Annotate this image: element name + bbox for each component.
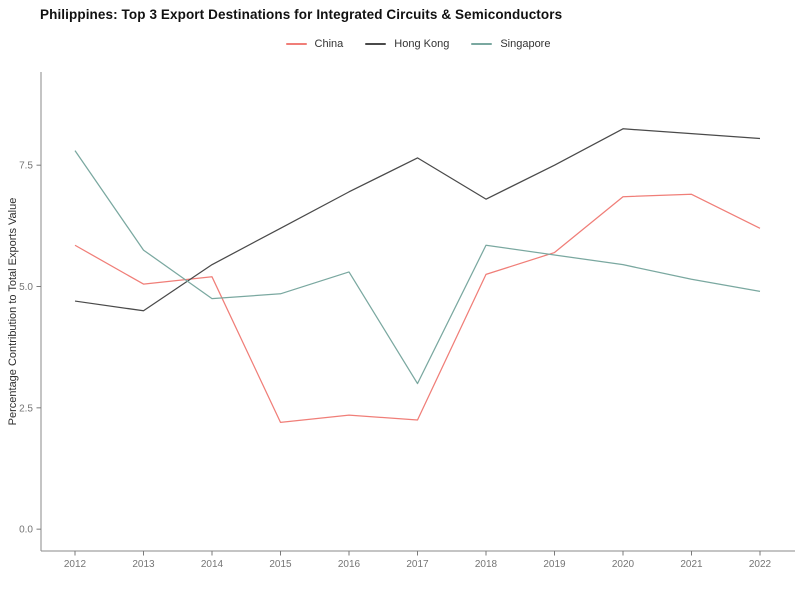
- x-tick-label: 2012: [64, 559, 87, 570]
- legend-label-china: China: [314, 38, 344, 50]
- legend: China Hong Kong Singapore: [41, 38, 795, 50]
- line-singapore: [74, 150, 761, 385]
- legend-line-swatch-singapore: [471, 43, 493, 45]
- legend-item-hong-kong: Hong Kong: [365, 38, 449, 50]
- x-tick-label: 2019: [543, 559, 566, 570]
- x-tick-label: 2017: [406, 559, 429, 570]
- x-tick-label: 2015: [269, 559, 292, 570]
- line-china: [74, 193, 761, 424]
- chart-title: Philippines: Top 3 Export Destinations f…: [40, 7, 563, 22]
- y-axis-title: Percentage Contribution to Total Exports…: [7, 198, 19, 426]
- x-tick-label: 2014: [201, 559, 224, 570]
- y-tick-label: 2.5: [19, 403, 33, 414]
- legend-item-singapore: Singapore: [471, 38, 550, 50]
- x-tick-label: 2020: [612, 559, 635, 570]
- legend-line-swatch-hong-kong: [365, 43, 387, 45]
- y-tick-label: 7.5: [19, 161, 33, 172]
- legend-label-singapore: Singapore: [500, 38, 551, 50]
- line-hong-kong: [74, 128, 761, 312]
- x-tick-label: 2016: [338, 559, 361, 570]
- y-tick-label: 5.0: [19, 282, 33, 293]
- x-tick-label: 2018: [475, 559, 498, 570]
- x-tick-label: 2021: [680, 559, 703, 570]
- x-tick-label: 2013: [132, 559, 155, 570]
- legend-item-china: China: [285, 38, 344, 50]
- x-tick-label: 2022: [749, 559, 772, 570]
- legend-label-hong-kong: Hong Kong: [394, 38, 450, 50]
- legend-line-swatch-china: [285, 43, 307, 45]
- y-tick-label: 0.0: [19, 525, 33, 536]
